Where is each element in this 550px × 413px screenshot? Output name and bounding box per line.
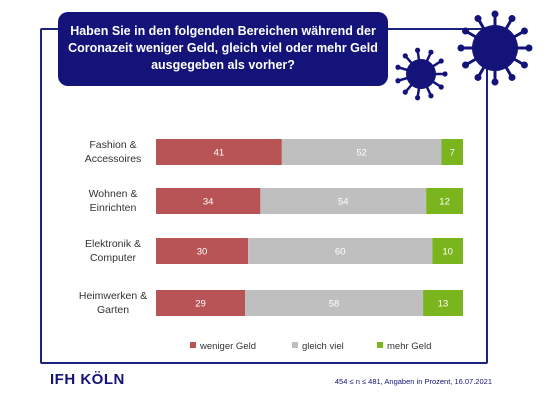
legend-swatch [377,342,383,348]
bar-segment [156,139,282,165]
bar-segment [156,290,246,316]
title-line-1: Haben Sie in den folgenden Bereichen wäh… [70,24,376,38]
bar-segment [423,290,463,316]
bar-segment [432,238,463,264]
bar-value-label: 10 [442,247,453,258]
legend-swatch [292,342,298,348]
bar-segment [260,188,427,214]
bar-value-label: 12 [439,197,450,208]
title-line-3: ausgegeben als vorher? [151,58,295,72]
virus-icon [395,47,448,101]
title-line-2: Coronazeit weniger Geld, gleich viel ode… [68,41,378,55]
bar-segment [248,238,433,264]
question-title-box: Haben Sie in den folgenden Bereichen wäh… [58,12,388,86]
bar-value-label: 54 [338,197,349,208]
category-label: Heimwerken & Garten [79,290,147,316]
legend-swatch [190,342,196,348]
category-label: Wohnen & Einrichten [89,188,138,214]
bar-value-label: 29 [195,299,206,310]
bar-value-label: 13 [438,299,449,310]
bar-segment [281,139,442,165]
category-label: Elektronik & Computer [85,238,141,264]
bar-value-label: 52 [356,148,367,159]
footnote: 454 ≤ n ≤ 481, Angaben in Prozent, 16.07… [334,377,492,386]
bar-value-label: 60 [335,247,346,258]
bar-value-label: 7 [450,148,455,159]
ifh-logo: IFH KÖLN [50,371,125,388]
bar-segment [426,188,463,214]
bar-segment [156,238,249,264]
bar-value-label: 30 [197,247,208,258]
bar-segment [156,188,261,214]
bar-value-label: 34 [203,197,214,208]
virus-icon [457,10,533,86]
bar-segment [245,290,424,316]
bar-value-label: 41 [214,148,225,159]
legend-label: mehr Geld [387,341,431,352]
bar-segment [441,139,463,165]
legend-label: gleich viel [302,341,344,352]
bar-value-label: 58 [329,299,340,310]
category-label: Fashion & Accessoires [85,139,142,165]
legend-label: weniger Geld [199,341,256,352]
